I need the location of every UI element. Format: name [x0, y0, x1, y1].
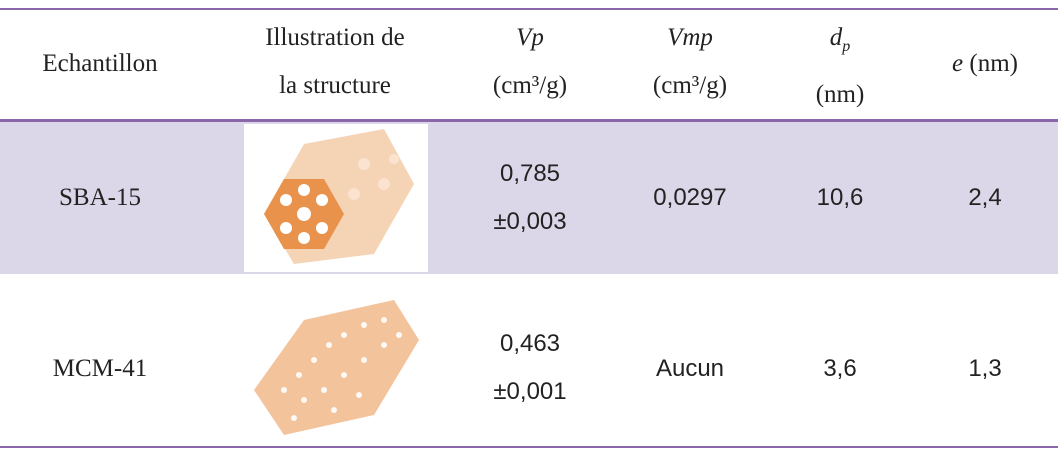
- dp: 3,6: [823, 355, 857, 382]
- vp-err: ±0,003: [493, 208, 567, 235]
- header-text: (nm): [969, 50, 1018, 77]
- header-cell: e (nm): [920, 40, 1050, 88]
- vp-err: ±0,001: [493, 378, 567, 405]
- header-text: d: [829, 24, 843, 51]
- structure-illustration: [254, 300, 419, 435]
- header-cell: Echantillon: [20, 40, 180, 88]
- structure-illustration: [244, 124, 428, 272]
- header-text: (nm): [815, 81, 865, 108]
- header-text: Echantillon: [42, 50, 158, 77]
- header-text: Illustration de: [265, 24, 405, 51]
- header-text: Vmp: [667, 24, 713, 51]
- vp-cell: 0,785 ±0,003: [460, 150, 600, 246]
- header-text: (cm³/g): [652, 72, 728, 99]
- header-text: p: [842, 38, 851, 55]
- row-shade: [0, 122, 1058, 274]
- vp-cell: 0,463 ±0,001: [460, 320, 600, 416]
- header-cell: Vmp (cm³/g): [620, 14, 760, 110]
- header-rule: [0, 119, 1058, 122]
- header-text: e: [952, 50, 964, 77]
- bottom-rule: [0, 446, 1058, 448]
- header-cell: Illustration de la structure: [235, 14, 435, 110]
- prism: [254, 300, 419, 435]
- pores: [280, 184, 328, 244]
- header-cell: dp (nm): [780, 14, 900, 119]
- vmp: Aucun: [655, 355, 725, 382]
- far-pores: [348, 154, 399, 200]
- vp: 0,463: [499, 330, 561, 357]
- header-cell: Vp (cm³/g): [460, 14, 600, 110]
- vmp: 0,0297: [653, 184, 727, 211]
- pores: [281, 317, 402, 421]
- header-text: (cm³/g): [492, 72, 568, 99]
- header-text: Vp: [516, 24, 544, 51]
- header-text: la structure: [279, 72, 391, 99]
- top-rule: [0, 8, 1058, 10]
- e: 1,3: [968, 355, 1002, 382]
- row-name: MCM-41: [52, 355, 148, 382]
- row-name: SBA-15: [59, 184, 141, 211]
- e: 2,4: [968, 184, 1002, 211]
- dp: 10,6: [816, 184, 864, 211]
- vp: 0,785: [499, 160, 561, 187]
